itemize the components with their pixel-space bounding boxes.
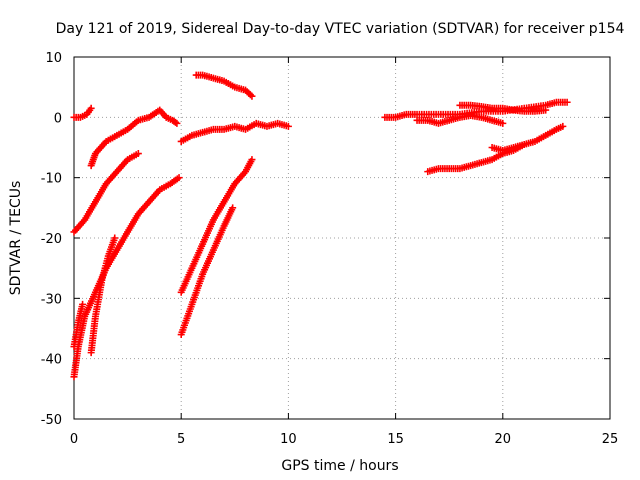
y-tick-label: -20 [41,232,62,247]
x-tick-label: 20 [495,432,512,447]
x-tick-label: 0 [70,432,78,447]
data-point [542,106,550,114]
data-point [520,140,528,148]
series-arc-15 [488,140,528,155]
series-group [70,71,571,381]
data-point [175,174,183,182]
series-arc-1 [70,104,95,121]
series-arc-13 [413,112,507,127]
y-tick-label: 10 [45,51,62,66]
x-axis-label: GPS time / hours [281,458,398,474]
series-arc-6 [87,234,119,357]
data-point [229,204,237,212]
axis-ticks: 0 5 10 15 20 25 -50 -40 -30 -20 -10 0 10 [41,51,619,447]
data-point [111,234,119,242]
data-point [171,118,179,126]
series-arc-14 [456,101,550,115]
data-point [563,98,571,106]
chart-title: Day 121 of 2019, Sidereal Day-to-day VTE… [56,21,625,37]
series-arc-2 [87,106,181,170]
series-arc-5 [70,300,87,351]
data-point [248,92,256,100]
data-point [173,119,181,127]
series-arc-10 [192,71,256,100]
y-axis-label: SDTVAR / TECUs [8,181,24,296]
x-tick-label: 10 [280,432,297,447]
data-point [284,122,292,130]
series-arc-7 [177,156,256,296]
data-point [499,119,507,127]
data-point [87,104,95,112]
x-tick-label: 25 [602,432,619,447]
series-arc-9 [177,119,292,145]
x-tick-label: 15 [387,432,404,447]
y-tick-label: -50 [41,413,62,428]
y-tick-label: -10 [41,172,62,187]
series-arc-8 [177,204,237,339]
series-arc-3 [70,150,142,236]
data-point [79,300,87,308]
grid [74,57,610,419]
y-tick-label: -40 [41,353,62,368]
data-point [559,122,567,130]
y-tick-label: 0 [54,111,62,126]
data-point [134,150,142,158]
data-point [248,156,256,164]
series-arc-4 [70,174,183,381]
x-tick-label: 5 [177,432,185,447]
y-tick-label: -30 [41,292,62,307]
